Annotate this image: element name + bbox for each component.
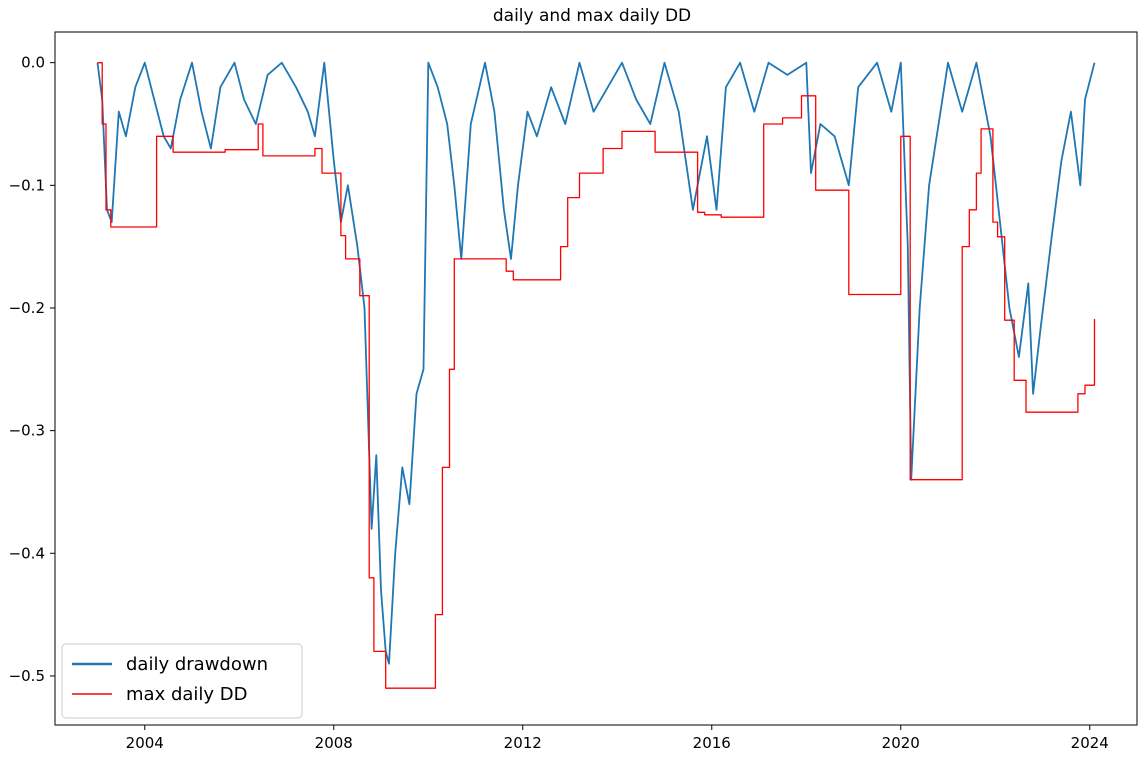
x-tick-label: 2024 xyxy=(1071,734,1109,752)
y-tick-label: −0.4 xyxy=(9,544,45,562)
legend-label: max daily DD xyxy=(126,684,248,705)
axes-layer: 2004 2008 2012 2016 2020 2024 0.0 −0.1 −0.2 −0.3 −… xyxy=(9,31,1138,752)
y-tick-label: −0.5 xyxy=(9,667,45,685)
y-tick-label: 0.0 xyxy=(21,54,45,72)
x-tick-label: 2004 xyxy=(126,734,164,752)
x-tick-label: 2016 xyxy=(693,734,731,752)
axes-frame xyxy=(54,31,1138,726)
plot-area xyxy=(55,32,1137,725)
plot-background xyxy=(55,32,1137,725)
legend-box xyxy=(61,643,303,719)
x-tick-label: 2020 xyxy=(882,734,920,752)
x-tick-label: 2012 xyxy=(504,734,542,752)
chart-title: daily and max daily DD xyxy=(493,6,691,26)
series-line-daily-drawdown xyxy=(96,61,1096,665)
legend: daily drawdown max daily DD xyxy=(61,643,303,719)
series-line-max-daily-DD xyxy=(97,62,1096,689)
y-tick-label: −0.3 xyxy=(9,422,45,440)
y-tick-label: −0.2 xyxy=(9,299,45,317)
legend-label: daily drawdown xyxy=(126,654,268,675)
x-tick-label: 2008 xyxy=(315,734,353,752)
y-tick-label: −0.1 xyxy=(9,176,45,194)
series-layer xyxy=(96,61,1096,689)
